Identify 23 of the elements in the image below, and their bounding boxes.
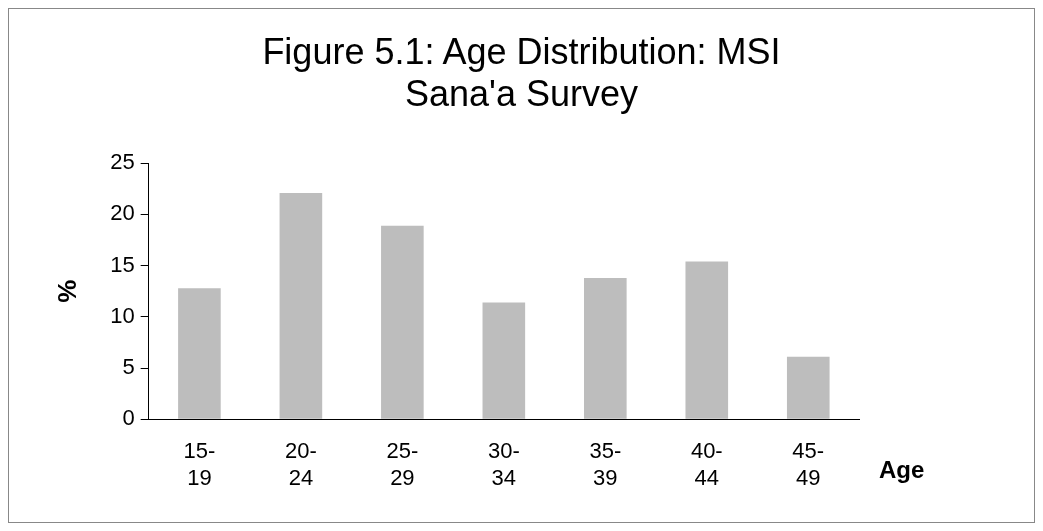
x-tick-label: 30-34 bbox=[487, 438, 520, 490]
bar bbox=[178, 288, 221, 419]
y-tick-label: 0 bbox=[122, 405, 135, 431]
x-tick-label: 45-49 bbox=[792, 438, 825, 490]
x-tick-label: 25-29 bbox=[386, 438, 419, 490]
x-tick-label: 20-24 bbox=[284, 438, 317, 490]
x-axis-title: Age bbox=[879, 455, 925, 483]
y-tick-label: 15 bbox=[110, 251, 135, 277]
y-tick-label: 10 bbox=[110, 302, 135, 328]
bar bbox=[482, 302, 526, 419]
bar bbox=[786, 356, 830, 419]
x-tick-label: 35-39 bbox=[589, 438, 622, 490]
bar bbox=[381, 225, 424, 419]
y-tick-label: 5 bbox=[122, 354, 135, 380]
chart-title: Figure 5.1: Age Distribution: MSI Sana'a Survey bbox=[261, 31, 782, 115]
x-tick-label: 15-19 bbox=[183, 438, 216, 490]
y-axis-title: % bbox=[51, 279, 82, 303]
bar bbox=[279, 192, 323, 419]
y-tick-label: 25 bbox=[110, 149, 135, 175]
x-tick-label: 40-44 bbox=[690, 438, 723, 490]
bar bbox=[685, 261, 729, 419]
bar bbox=[584, 277, 627, 419]
y-tick-label: 20 bbox=[110, 200, 135, 226]
